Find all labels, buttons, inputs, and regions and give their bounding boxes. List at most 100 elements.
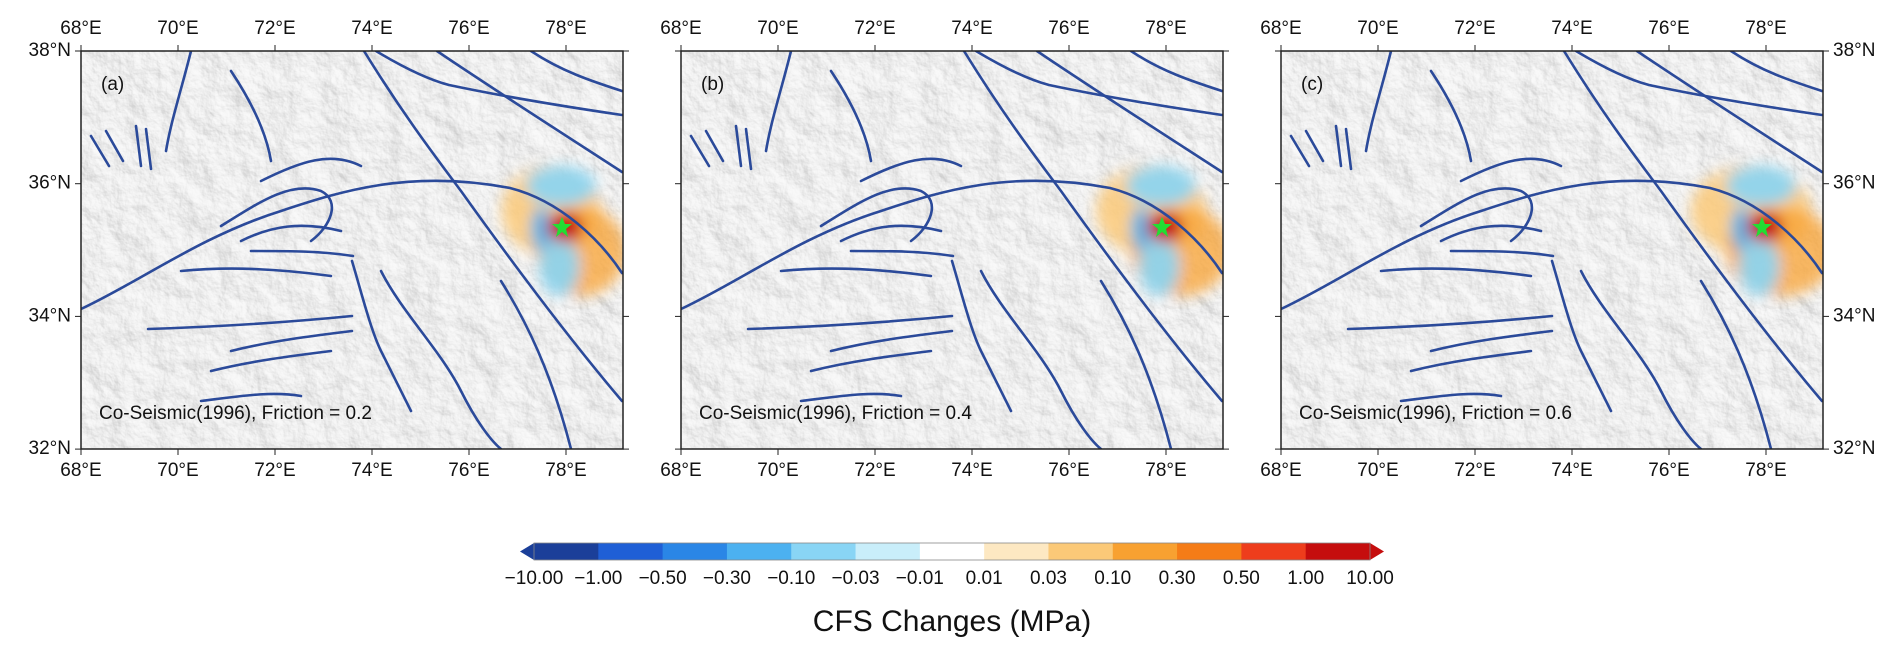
- fault-line: [849, 249, 955, 258]
- y-tick-label: 32°N: [1833, 438, 1875, 459]
- fault-line: [979, 269, 1103, 449]
- x-tick-label: 68°E: [660, 18, 701, 39]
- fault-line: [239, 224, 343, 243]
- x-tick-label: 74°E: [951, 460, 992, 481]
- fault-line: [1459, 157, 1563, 183]
- fault-line: [1574, 51, 1823, 117]
- x-tick-label: 70°E: [157, 460, 198, 481]
- colorbar-box: [1112, 543, 1178, 560]
- fault-line: [1562, 51, 1823, 403]
- fault-line: [1379, 267, 1533, 278]
- map-panel: (c) Co-Seismic(1996), Friction = 0.6 68°E 6…: [1260, 18, 1875, 481]
- cfs-field: [1690, 166, 1823, 296]
- colorbar-box: [1177, 543, 1242, 560]
- fault-line: [1099, 279, 1173, 449]
- colorbar-box: [1305, 543, 1371, 560]
- y-tick-label: 34°N: [29, 305, 71, 326]
- x-tick-label: 68°E: [60, 18, 101, 39]
- fault-line: [1399, 392, 1503, 403]
- epicenter-star: [1152, 217, 1172, 237]
- fault-line: [1281, 179, 1823, 311]
- colorbar-label: 0.50: [1223, 568, 1260, 589]
- fault-line: [819, 187, 934, 243]
- cfs-lobe: [1739, 236, 1779, 296]
- fault-line: [1409, 349, 1533, 373]
- x-tick-label: 70°E: [757, 18, 798, 39]
- cfs-lobe: [539, 236, 579, 296]
- x-tick-label: 72°E: [254, 460, 295, 481]
- fault-line: [746, 314, 954, 331]
- colorbar-label: 1.00: [1287, 568, 1324, 589]
- fault-line: [1419, 187, 1534, 243]
- fault-line: [1635, 51, 1823, 174]
- colorbar-label: 0.01: [966, 568, 1003, 589]
- fault-line: [829, 69, 873, 163]
- x-tick-label: 74°E: [1551, 18, 1592, 39]
- cfs-lobe: [1139, 236, 1179, 296]
- fault-line: [164, 51, 193, 153]
- fault-line: [350, 259, 413, 413]
- colorbar-box: [598, 543, 664, 560]
- colorbar-label: −0.03: [831, 568, 879, 589]
- x-tick-label: 70°E: [1357, 460, 1398, 481]
- colorbar-box: [1241, 543, 1307, 560]
- cfs-field: [1096, 166, 1223, 296]
- fault-line: [362, 51, 623, 403]
- fault-line: [1364, 51, 1393, 153]
- colorbar-box: [919, 543, 985, 560]
- fault-line: [219, 187, 334, 243]
- panel-annotation: Co-Seismic(1996), Friction = 0.4: [699, 403, 972, 424]
- x-tick-label: 72°E: [254, 18, 295, 39]
- x-tick-label: 72°E: [854, 18, 895, 39]
- y-tick-label: 32°N: [29, 438, 71, 459]
- colorbar-title: CFS Changes (MPa): [813, 605, 1091, 638]
- fault-line: [799, 392, 903, 403]
- x-tick-label: 76°E: [1648, 18, 1689, 39]
- colorbar-label: −0.50: [639, 568, 687, 589]
- map-panel: (b) Co-Seismic(1996), Friction = 0.4 68°E 6…: [660, 18, 1229, 481]
- x-tick-label: 78°E: [1145, 460, 1186, 481]
- colorbar-label: 0.03: [1030, 568, 1067, 589]
- fault-line: [529, 51, 623, 93]
- colorbar-box: [662, 543, 728, 560]
- cfs-lobe: [1126, 166, 1196, 206]
- x-tick-label: 76°E: [1648, 460, 1689, 481]
- fault-line: [89, 124, 153, 171]
- fault-line: [950, 259, 1013, 413]
- fault-line: [681, 179, 1223, 311]
- map-frame: [80, 50, 624, 450]
- fault-line: [829, 329, 954, 353]
- x-tick-label: 78°E: [1745, 18, 1786, 39]
- colorbar-box: [984, 543, 1049, 560]
- fault-line: [1346, 314, 1554, 331]
- x-tick-label: 78°E: [1745, 460, 1786, 481]
- x-tick-label: 74°E: [351, 18, 392, 39]
- fault-line: [229, 69, 273, 163]
- fault-line: [1129, 51, 1223, 93]
- x-tick-label: 72°E: [854, 460, 895, 481]
- colorbar-label: 0.30: [1159, 568, 1196, 589]
- fault-line: [81, 179, 623, 311]
- panel-annotation: Co-Seismic(1996), Friction = 0.2: [99, 403, 372, 424]
- colorbar-label: 0.10: [1094, 568, 1131, 589]
- colorbar-arrow: [520, 543, 534, 560]
- fault-line: [779, 267, 933, 278]
- fault-line: [859, 157, 963, 183]
- x-tick-label: 72°E: [1454, 460, 1495, 481]
- x-tick-label: 74°E: [1551, 460, 1592, 481]
- x-tick-label: 76°E: [1048, 460, 1089, 481]
- x-tick-label: 68°E: [60, 460, 101, 481]
- x-tick-label: 70°E: [1357, 18, 1398, 39]
- colorbar-label: −10.00: [505, 568, 564, 589]
- colorbar-label: −0.10: [767, 568, 815, 589]
- fault-line: [1289, 124, 1353, 171]
- fault-line: [1579, 269, 1703, 449]
- colorbar-arrow: [1370, 543, 1384, 560]
- panel-annotation: Co-Seismic(1996), Friction = 0.6: [1299, 403, 1572, 424]
- x-tick-label: 74°E: [351, 460, 392, 481]
- colorbar-label: 10.00: [1346, 568, 1394, 589]
- x-tick-label: 68°E: [660, 460, 701, 481]
- fault-line: [199, 392, 303, 403]
- map-frame: [1280, 50, 1824, 450]
